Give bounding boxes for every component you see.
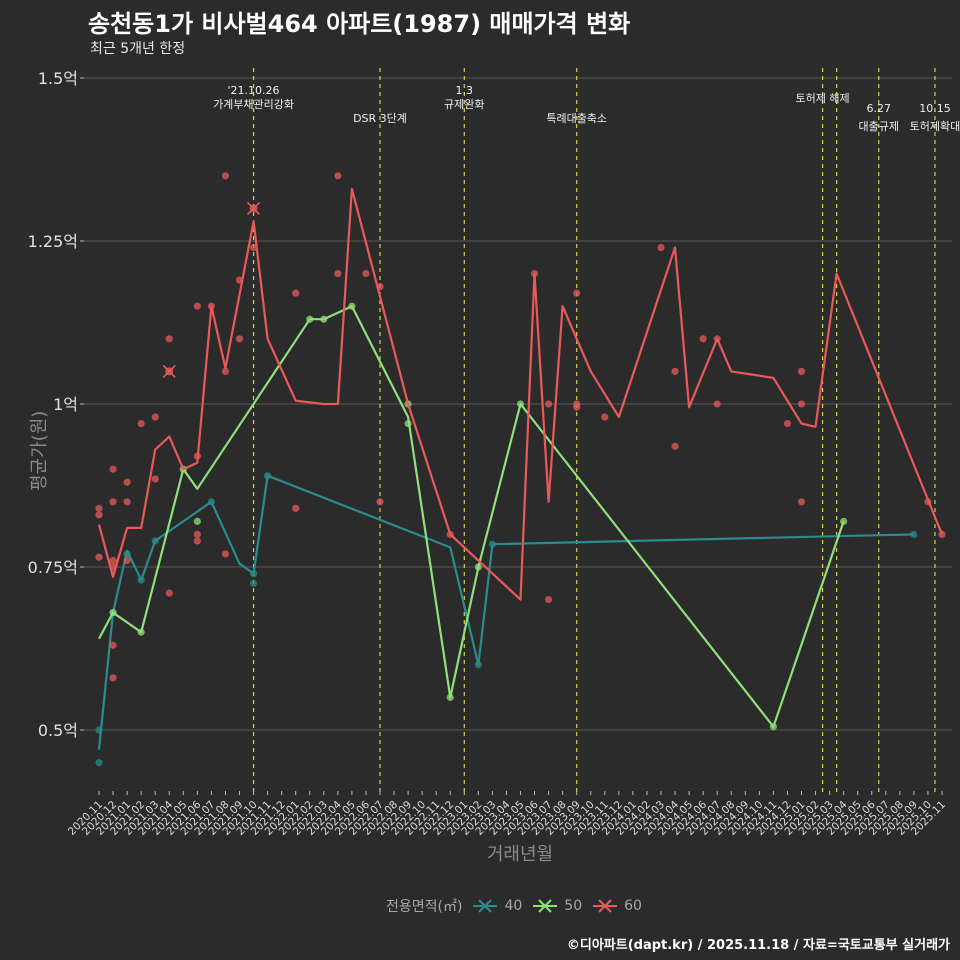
data-point-50 xyxy=(193,517,201,525)
data-point-60 xyxy=(249,243,258,252)
cross-mark-60 xyxy=(246,201,261,215)
data-point-40 xyxy=(249,579,258,587)
data-point-60 xyxy=(109,556,117,565)
data-point-60 xyxy=(292,504,300,512)
event-label: DSR 3단계 xyxy=(353,112,407,125)
event-label: 토허제 해제 xyxy=(796,91,850,105)
series-60 xyxy=(95,172,946,682)
data-point-60 xyxy=(797,367,806,375)
legend-label-60: 60 xyxy=(624,898,642,914)
data-point-60 xyxy=(151,413,159,421)
data-point-60 xyxy=(601,413,609,421)
data-point-60 xyxy=(334,172,342,180)
data-point-60 xyxy=(123,478,131,486)
data-point-60 xyxy=(221,172,230,180)
data-point-60 xyxy=(573,403,581,411)
data-point-60 xyxy=(545,400,553,408)
data-point-60 xyxy=(671,367,679,375)
data-point-60 xyxy=(783,419,792,428)
data-point-60 xyxy=(657,243,665,252)
data-point-60 xyxy=(123,556,131,565)
series-line-60 xyxy=(97,187,944,601)
series-40 xyxy=(95,472,918,767)
data-point-60 xyxy=(362,270,370,278)
legend-key-60 xyxy=(593,899,618,913)
data-point-60 xyxy=(109,465,117,473)
data-point-60 xyxy=(573,289,581,297)
data-point-60 xyxy=(334,270,342,278)
y-tick-label: 1억 xyxy=(53,395,78,414)
legend-item-60[interactable]: 60 xyxy=(592,897,642,915)
data-point-60 xyxy=(193,302,201,310)
series-layer xyxy=(95,172,946,767)
data-point-60 xyxy=(797,400,806,408)
legend-label-50: 50 xyxy=(564,898,583,914)
x-axis-ticks: 2020.112020.122021.012021.022021.032021.… xyxy=(66,791,948,838)
legend-item-40[interactable]: 40 xyxy=(472,897,522,915)
legend-item-50[interactable]: 50 xyxy=(532,897,582,915)
data-point-60 xyxy=(221,367,230,375)
event-label: 대출규제 xyxy=(859,120,899,133)
legend: 전용면적(㎡) 40 50 60 xyxy=(386,896,642,916)
legend-key-40 xyxy=(473,899,498,913)
event-label: '21.10.26 xyxy=(228,84,280,97)
data-point-60 xyxy=(713,400,721,408)
y-tick-label: 0.5억 xyxy=(38,721,78,740)
data-point-60 xyxy=(95,504,103,512)
legend-key-50 xyxy=(533,899,558,913)
data-point-60 xyxy=(292,289,300,297)
x-axis-label: 거래년월 xyxy=(486,844,554,865)
data-point-60 xyxy=(137,419,145,428)
data-point-60 xyxy=(193,537,201,545)
data-point-60 xyxy=(235,335,244,343)
data-point-60 xyxy=(797,498,806,506)
y-axis-label: 평균가(원) xyxy=(29,410,50,491)
grid xyxy=(84,77,952,731)
data-point-60 xyxy=(123,498,131,506)
data-point-60 xyxy=(109,498,117,506)
source-caption: ©디아파트(dapt.kr) / 2025.11.18 / 자료=국토교통부 실… xyxy=(566,938,950,953)
event-label: 1.3 xyxy=(456,84,474,97)
data-point-60 xyxy=(109,641,117,649)
event-label: 규제완화 xyxy=(444,98,484,111)
event-label: 6.27 xyxy=(867,102,892,115)
data-point-60 xyxy=(151,475,159,483)
cross-mark-60 xyxy=(162,364,176,378)
data-point-60 xyxy=(109,674,117,682)
series-line-40 xyxy=(97,474,914,750)
legend-label-40: 40 xyxy=(504,898,523,914)
event-label: 특례대출축소 xyxy=(546,112,607,125)
data-point-60 xyxy=(221,550,230,558)
data-point-60 xyxy=(95,553,103,561)
data-point-60 xyxy=(165,335,173,343)
event-label: 가계부채관리강화 xyxy=(213,98,294,111)
data-point-40 xyxy=(95,759,103,767)
y-tick-label: 1.25억 xyxy=(28,232,78,251)
data-point-60 xyxy=(699,335,707,343)
data-point-60 xyxy=(95,511,103,519)
y-axis-ticks: 0.5억 0.75억 1억 1.25억 1.5억 xyxy=(28,69,84,740)
chart-title: 송천동1가 비사벌464 아파트(1987) 매매가격 변화 xyxy=(88,10,631,38)
series-50 xyxy=(98,302,848,731)
event-label: 10.15 xyxy=(919,102,951,115)
series-line-50 xyxy=(98,305,845,728)
data-point-60 xyxy=(165,589,173,597)
legend-title: 전용면적(㎡) xyxy=(386,899,463,915)
data-point-60 xyxy=(671,442,679,450)
data-point-60 xyxy=(193,530,201,539)
data-point-60 xyxy=(545,596,553,604)
data-point-60 xyxy=(376,498,384,506)
y-tick-label: 1.5억 xyxy=(38,69,78,88)
event-label: 토허제확대 xyxy=(910,120,960,133)
chart-subtitle: 최근 5개년 한정 xyxy=(90,41,186,57)
y-tick-label: 0.75억 xyxy=(28,558,78,577)
